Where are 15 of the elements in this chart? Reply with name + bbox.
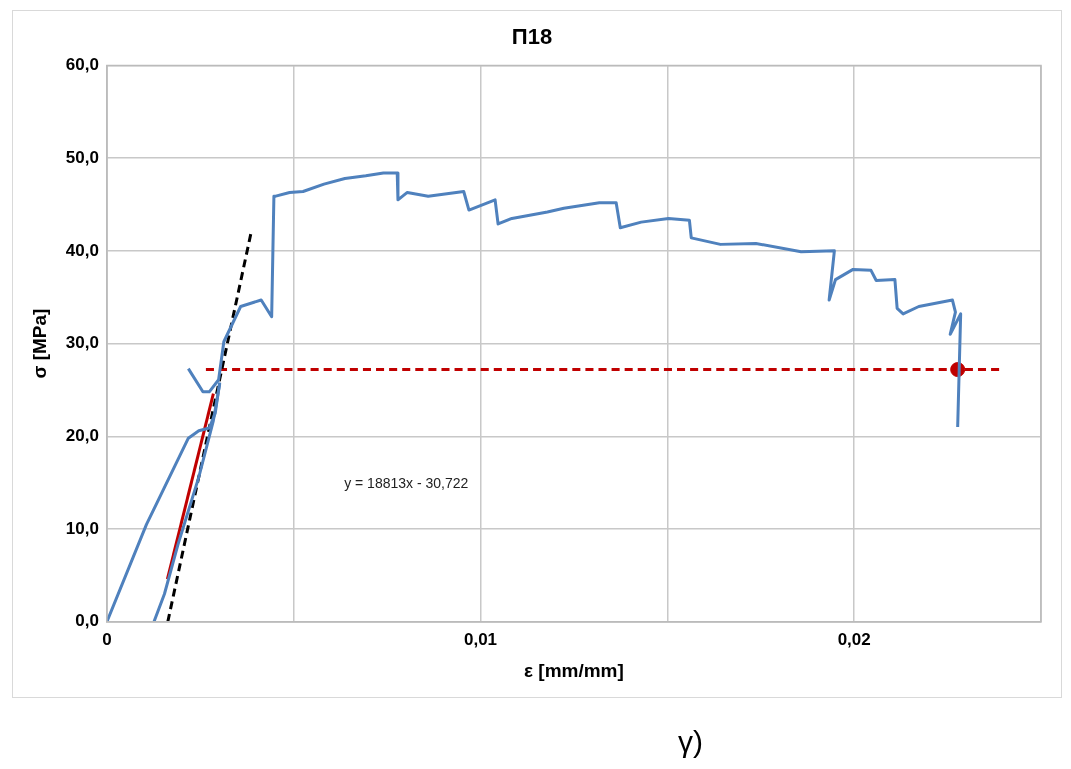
- y-tick-label: 40,0: [65, 240, 99, 260]
- annotation: y = 18813x - 30,722: [344, 474, 469, 491]
- y-tick-label: 50,0: [65, 147, 99, 167]
- y-tick-label: 10,0: [65, 518, 99, 538]
- chart-title: Π18: [511, 24, 553, 50]
- y-tick-label: 0,0: [75, 611, 99, 631]
- x-tick-label: 0,01: [463, 629, 498, 649]
- y-tick-label: 30,0: [65, 333, 99, 353]
- text: γ): [677, 725, 704, 759]
- x-tick-label: 0,02: [837, 629, 871, 649]
- y-axis-title: σ [MPa]: [28, 308, 50, 379]
- x-tick-label: 0: [102, 629, 112, 649]
- y-tick-label: 60,0: [65, 55, 99, 75]
- y-tick-label: 20,0: [65, 426, 99, 446]
- x-axis-title: ε [mm/mm]: [524, 659, 624, 681]
